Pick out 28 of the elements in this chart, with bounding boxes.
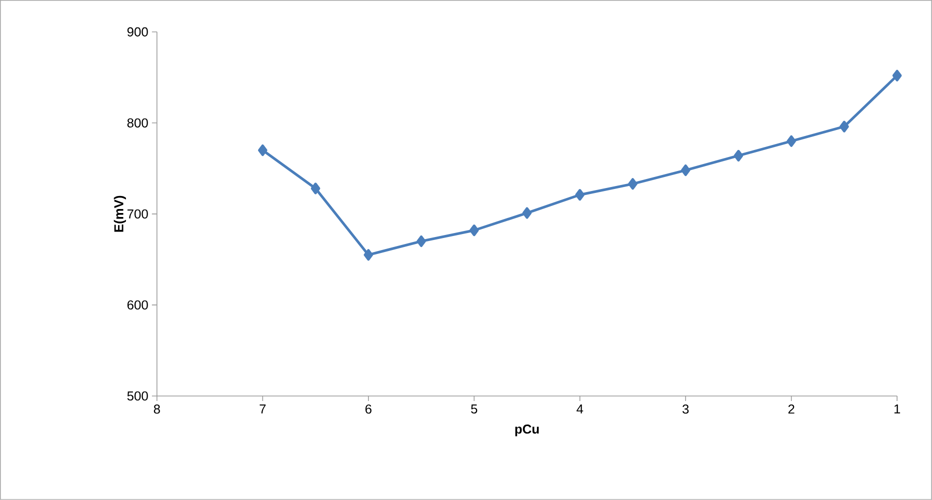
y-tick-label: 600 <box>127 300 148 310</box>
point <box>575 189 585 201</box>
point <box>416 236 426 248</box>
point <box>892 70 902 82</box>
point <box>734 150 744 162</box>
point <box>786 135 796 147</box>
point <box>364 249 374 261</box>
y-tick-label: 800 <box>127 118 148 128</box>
x-tick-label: 5 <box>471 404 478 414</box>
point <box>258 144 268 156</box>
y-tick-label: 900 <box>127 27 148 37</box>
x-axis-title: pCu <box>515 424 539 436</box>
point <box>628 178 638 190</box>
x-tick-label: 6 <box>365 404 372 414</box>
x-tick-label: 4 <box>576 404 584 414</box>
point <box>469 224 479 236</box>
point <box>522 207 532 219</box>
y-tick-label: 500 <box>127 391 148 401</box>
x-tick-label: 3 <box>682 404 689 414</box>
x-tick-label: 2 <box>788 404 794 414</box>
x-tick-label: 7 <box>260 404 266 414</box>
point <box>310 182 320 194</box>
x-tick-label: 1 <box>894 404 900 414</box>
y-tick-label: 700 <box>127 209 148 219</box>
point <box>680 164 690 176</box>
y-axis-title: E(mV) <box>114 196 126 232</box>
x-tick-label: 8 <box>154 404 160 414</box>
point <box>840 120 849 132</box>
